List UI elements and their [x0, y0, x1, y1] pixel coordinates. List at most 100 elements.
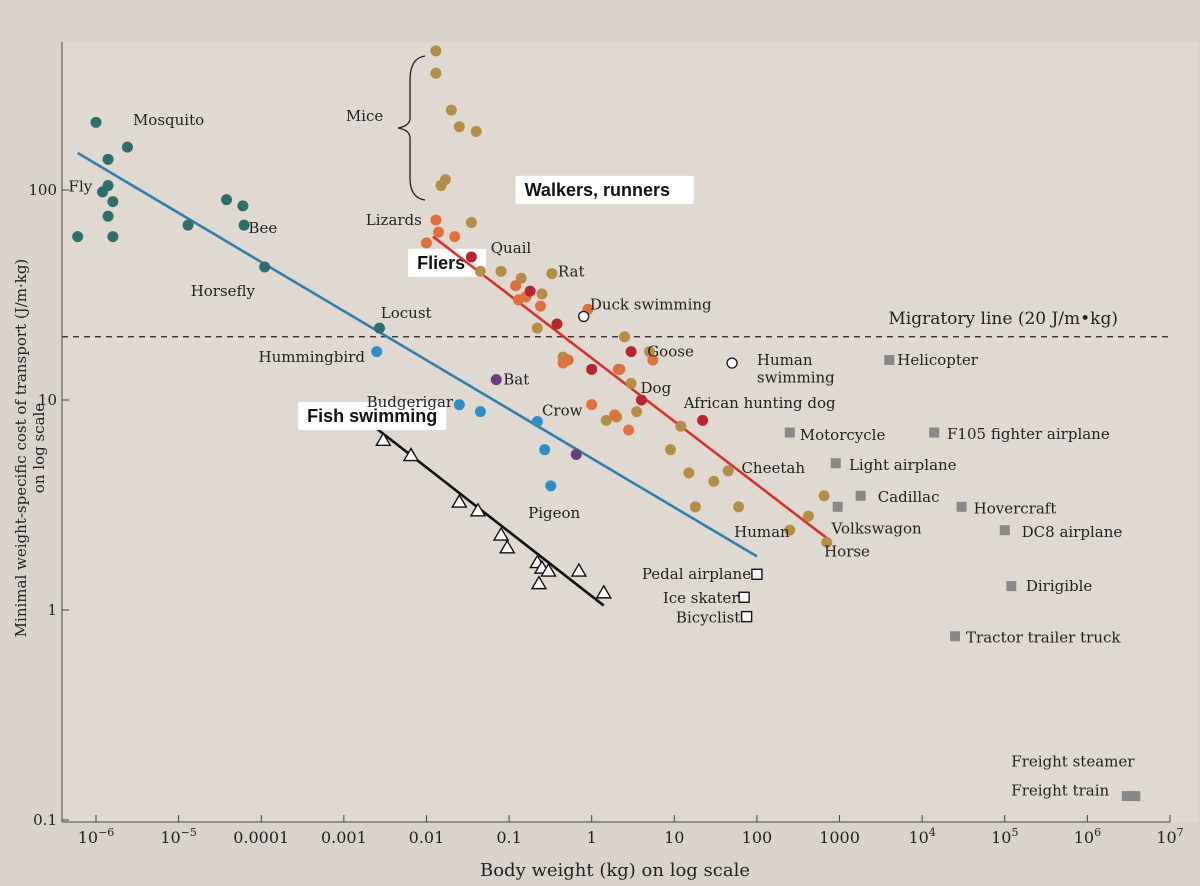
data-point: [102, 210, 114, 222]
x-tick-label: 104: [908, 826, 935, 847]
data-point: [102, 180, 114, 192]
data-point: [474, 265, 486, 277]
data-label: Pigeon: [528, 504, 580, 522]
data-label: Dog: [641, 379, 672, 397]
fit-label: Fliers: [417, 253, 465, 273]
data-point: [740, 610, 753, 623]
data-label: Motorcycle: [800, 426, 886, 444]
data-point: [697, 414, 709, 426]
x-axis-label: Body weight (kg) on log scale: [480, 860, 750, 881]
data-label: DC8 airplane: [1022, 523, 1123, 541]
data-point: [643, 346, 655, 358]
data-point: [221, 194, 233, 206]
data-point: [1006, 581, 1017, 592]
data-point: [562, 354, 574, 366]
data-point: [570, 449, 582, 461]
y-tick-label: 10: [38, 391, 57, 409]
data-point: [470, 125, 482, 137]
data-point: [534, 300, 546, 312]
data-label: Hovercraft: [974, 499, 1057, 517]
data-point: [420, 237, 432, 249]
data-point: [72, 231, 84, 243]
data-label: Tractor trailer truck: [966, 628, 1121, 646]
data-point: [469, 502, 487, 517]
data-label: Mosquito: [133, 111, 204, 129]
data-point: [440, 174, 452, 186]
data-point: [540, 562, 557, 577]
data-point: [474, 406, 486, 418]
data-point: [546, 268, 558, 280]
data-label: Helicopter: [897, 351, 978, 369]
data-point: [675, 420, 687, 432]
data-point: [524, 285, 536, 297]
data-point: [689, 501, 701, 513]
data-label: Horsefly: [191, 282, 256, 300]
mice-brace: [397, 55, 426, 201]
data-point: [453, 399, 465, 411]
x-tick-label: 105: [991, 826, 1018, 847]
data-point: [586, 363, 598, 375]
data-label: Bat: [503, 371, 529, 389]
data-label: Dirigible: [1026, 577, 1093, 595]
data-point: [722, 465, 734, 477]
data-point: [631, 406, 643, 418]
data-point: [635, 394, 647, 406]
axes: 10−6 10−5 0.0001 0.001 0.01 0.1 1 10 100 1000 104 1…: [28, 42, 1184, 847]
data-point: [570, 562, 588, 577]
data-point: [402, 447, 420, 462]
fit-label: Walkers, runners: [525, 180, 670, 200]
data-label: Lizards: [366, 211, 422, 229]
data-label: Goose: [647, 343, 694, 361]
data-points: [72, 45, 1141, 802]
x-tick-label: 0.001: [321, 828, 367, 847]
data-point: [536, 288, 548, 300]
x-tick-label: 1000: [819, 828, 860, 847]
data-label: Cadillac: [878, 488, 940, 506]
data-point: [1121, 791, 1132, 802]
data-point: [665, 444, 677, 456]
data-point: [430, 67, 442, 79]
data-label: Quail: [491, 239, 532, 257]
data-point: [531, 322, 543, 334]
data-label: Bee: [248, 219, 277, 237]
data-point: [726, 357, 738, 369]
data-point: [1130, 791, 1141, 802]
fit-line: [77, 151, 758, 558]
x-tick-label: 1: [587, 828, 597, 847]
y-tick-label: 100: [28, 181, 57, 199]
data-label: Human: [734, 523, 790, 541]
data-label: Rat: [558, 262, 585, 280]
data-label: F105 fighter airplane: [947, 425, 1110, 443]
data-point: [832, 501, 843, 512]
data-point: [784, 524, 796, 536]
data-point: [465, 251, 477, 263]
data-point: [830, 458, 841, 469]
x-tick-label: 0.0001: [233, 828, 289, 847]
data-point: [449, 231, 461, 243]
data-label: Pedal airplane: [642, 565, 751, 583]
data-point: [929, 427, 940, 438]
data-label: Hummingbird: [259, 348, 366, 366]
data-point: [802, 510, 814, 522]
data-point: [373, 322, 385, 334]
x-tick-label: 0.1: [496, 828, 521, 847]
data-label: Human: [757, 351, 813, 369]
data-point: [609, 409, 621, 421]
data-point: [531, 415, 543, 427]
data-point: [107, 231, 119, 243]
x-tick-label: 100: [742, 828, 773, 847]
data-point: [433, 226, 445, 238]
data-label: Light airplane: [849, 456, 957, 474]
data-label: Crow: [542, 402, 583, 420]
data-point: [855, 490, 866, 501]
data-point: [499, 539, 516, 554]
x-tick-label: 10−6: [78, 826, 115, 847]
data-point: [751, 568, 763, 580]
migratory-line-label: Migratory line (20 J/m•kg): [888, 309, 1118, 329]
data-point: [625, 346, 637, 358]
data-point: [577, 310, 590, 323]
x-tick-label: 10: [664, 828, 684, 847]
data-point: [102, 153, 114, 165]
data-point: [453, 121, 465, 133]
